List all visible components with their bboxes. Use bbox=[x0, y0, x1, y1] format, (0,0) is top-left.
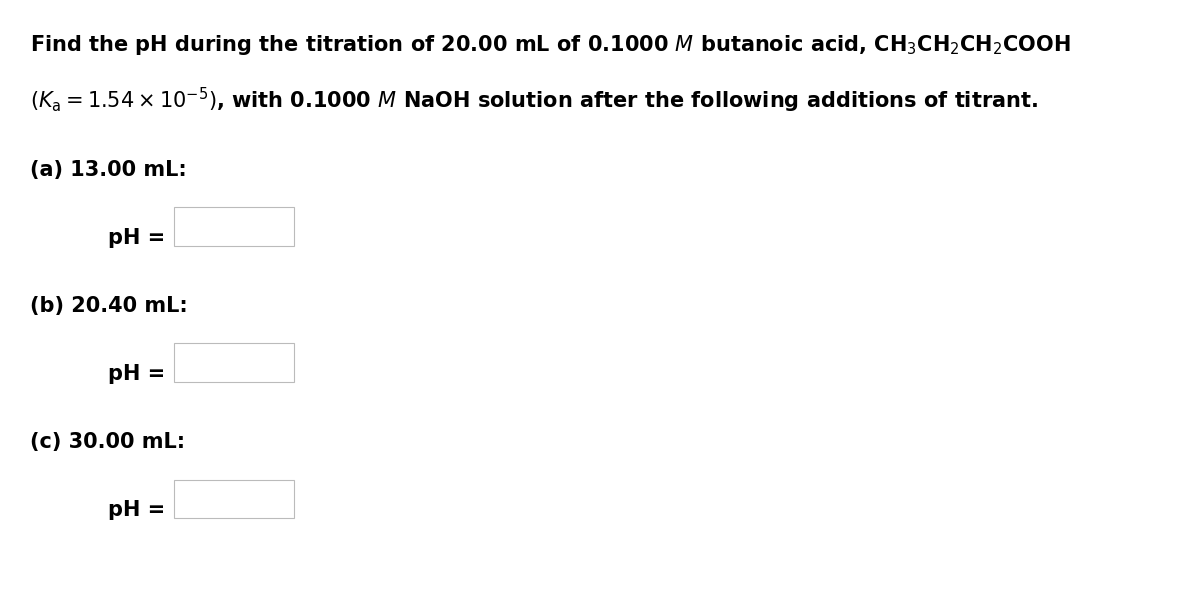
FancyBboxPatch shape bbox=[174, 343, 294, 382]
Text: Find the pH during the titration of 20.00 mL of 0.1000 $\mathit{M}$ butanoic aci: Find the pH during the titration of 20.0… bbox=[30, 33, 1070, 57]
Text: $(K_\mathrm{a} = 1.54 \times 10^{-5})$, with 0.1000 $\mathit{M}$ NaOH solution a: $(K_\mathrm{a} = 1.54 \times 10^{-5})$, … bbox=[30, 86, 1038, 115]
FancyBboxPatch shape bbox=[174, 207, 294, 246]
FancyBboxPatch shape bbox=[174, 480, 294, 518]
Text: (c) 30.00 mL:: (c) 30.00 mL: bbox=[30, 432, 185, 452]
Text: pH =: pH = bbox=[108, 500, 166, 520]
Text: (a) 13.00 mL:: (a) 13.00 mL: bbox=[30, 160, 187, 180]
Text: pH =: pH = bbox=[108, 364, 166, 384]
Text: pH =: pH = bbox=[108, 228, 166, 248]
Text: (b) 20.40 mL:: (b) 20.40 mL: bbox=[30, 296, 187, 316]
